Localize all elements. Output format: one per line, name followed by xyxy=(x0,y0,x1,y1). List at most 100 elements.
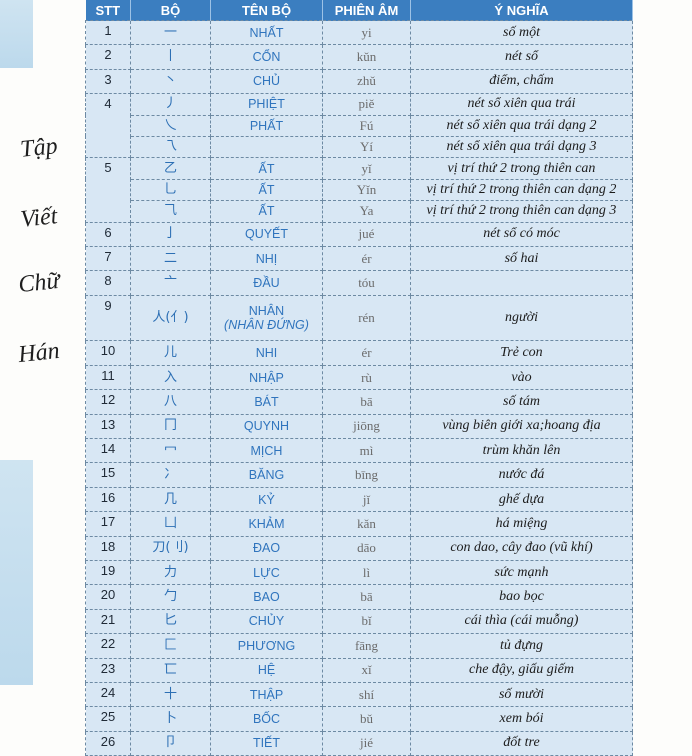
radical: 乀 xyxy=(130,114,211,137)
radical: 勹 xyxy=(130,584,211,610)
row-number: 6 xyxy=(85,221,131,247)
radical-name: NHÂN (NHÂN ĐỨNG) xyxy=(210,294,323,342)
radical: 几 xyxy=(130,486,211,513)
radical-table: STT BỘ TÊN BỘ PHIÊN ÂM Ý NGHĨA 1 一 NHẤT yi số mộ… xyxy=(85,0,633,756)
row-number: 17 xyxy=(85,511,131,537)
pinyin: lì xyxy=(322,559,411,586)
table-row: 7 二 NHỊ ér số hai xyxy=(85,245,633,272)
radical-name: CỔN xyxy=(210,44,323,70)
table-row: 22 匚 PHƯƠNG fāng tủ đựng xyxy=(85,633,633,659)
pinyin: Ya xyxy=(322,200,411,223)
meaning: há miệng xyxy=(410,511,633,537)
radical: 丶 xyxy=(130,68,211,95)
radical: 力 xyxy=(130,559,211,586)
row-number: 9 xyxy=(85,294,131,342)
row-number: 22 xyxy=(85,633,131,659)
pinyin: bā xyxy=(322,584,411,610)
radical-name: CHỦY xyxy=(210,608,323,635)
table-row: 15 冫 BĂNG bīng nước đá xyxy=(85,462,633,488)
pinyin: jiōng xyxy=(322,413,411,440)
table-row: 26 卩 TIẾT jié đốt tre xyxy=(85,730,633,756)
radical: 匚 xyxy=(130,633,211,659)
row-number: 26 xyxy=(85,730,131,756)
meaning: vị trí thứ 2 trong thiên can xyxy=(410,157,633,180)
table-row: 5 乙 ẤT yǐ vị trí thứ 2 trong thiên can xyxy=(85,157,633,223)
radical: 人(亻) xyxy=(130,294,211,342)
pinyin: yǐ xyxy=(322,157,411,180)
radical: 冖 xyxy=(130,438,211,464)
pinyin: bīng xyxy=(322,462,411,488)
radical: 亠 xyxy=(130,270,211,296)
side-strip xyxy=(0,460,33,685)
meaning: số hai xyxy=(410,245,633,272)
radical-name: PHIỆT xyxy=(210,93,323,116)
side-title: Hán xyxy=(17,337,61,369)
pinyin: fāng xyxy=(322,633,411,659)
pinyin: mì xyxy=(322,438,411,464)
meaning xyxy=(410,270,633,296)
side-title: Viết xyxy=(19,203,59,233)
radical-name: NHẬP xyxy=(210,364,323,391)
column-header: PHIÊN ÂM xyxy=(322,0,411,21)
table-row: 2 丨 CỔN kǔn nét sổ xyxy=(85,44,633,70)
table-row: 乀 PHẤT Fú nét sổ xiên qua trái dạng 2 xyxy=(86,114,633,137)
radical-name: PHẤT xyxy=(210,114,323,137)
table-row: 18 刀(刂) ĐAO dāo con dao, cây đao (vũ khí) xyxy=(85,535,633,562)
table-row: 10 儿 NHI ér Trẻ con xyxy=(85,340,633,366)
table-row: 6 亅 QUYẾT jué nét sổ có móc xyxy=(85,221,633,247)
radical-name: HỆ xyxy=(210,657,323,683)
radical-name: PHƯƠNG xyxy=(210,633,323,659)
pinyin: bā xyxy=(322,389,411,415)
table-row: 21 匕 CHỦY bǐ cái thìa (cái muỗng) xyxy=(85,608,633,635)
meaning: vào xyxy=(410,364,633,391)
meaning: đốt tre xyxy=(410,730,633,756)
radical: 丨 xyxy=(130,44,211,70)
meaning: vị trí thứ 2 trong thiên can dạng 3 xyxy=(410,200,633,223)
row-number: 12 xyxy=(85,389,131,415)
radical-name: ẤT xyxy=(210,178,323,202)
pinyin: Yí xyxy=(322,135,411,159)
table-row: 13 冂 QUYNH jiōng vùng biên giới xa;hoang địa xyxy=(85,413,633,440)
column-header: Ý NGHĨA xyxy=(410,0,633,21)
table-row: ⺄ ẤT Ya vị trí thứ 2 trong thiên can dạng 3 xyxy=(86,200,633,223)
pinyin: kǔn xyxy=(322,44,411,70)
pinyin: ér xyxy=(322,245,411,272)
header-row: STT BỘ TÊN BỘ PHIÊN ÂM Ý NGHĨA xyxy=(85,0,633,21)
table-row: 12 八 BÁT bā số tám xyxy=(85,389,633,415)
radical-name: ẤT xyxy=(210,157,323,180)
meaning: số tám xyxy=(410,389,633,415)
meaning: vùng biên giới xa;hoang địa xyxy=(410,413,633,440)
radical-name: ĐẦU xyxy=(210,270,323,296)
pinyin: tóu xyxy=(322,270,411,296)
column-header: TÊN BỘ xyxy=(210,0,323,21)
row-number: 15 xyxy=(85,462,131,488)
radical-name: LỰC xyxy=(210,559,323,586)
radical-name: QUYẾT xyxy=(210,221,323,247)
row-number: 5 xyxy=(85,157,131,223)
side-strip xyxy=(0,0,33,68)
table-row: 4 丿 PHIỆT piě nét sổ xiên qua trái xyxy=(85,93,633,159)
table-row: 20 勹 BAO bā bao bọc xyxy=(85,584,633,610)
radical-name: NHỊ xyxy=(210,245,323,272)
radical: ⺄ xyxy=(130,200,211,223)
radical-name: KỶ xyxy=(210,486,323,513)
radical: 卩 xyxy=(130,730,211,756)
row-number: 4 xyxy=(85,93,131,159)
meaning: nét sổ xiên qua trái dạng 2 xyxy=(410,114,633,137)
pinyin: zhǔ xyxy=(322,68,411,95)
radical-name: BỐC xyxy=(210,706,323,732)
table-row: 1 一 NHẤT yi số một xyxy=(85,19,633,46)
meaning: che đậy, giấu giếm xyxy=(410,657,633,683)
meaning: tủ đựng xyxy=(410,633,633,659)
table-row: 25 卜 BỐC bǔ xem bói xyxy=(85,706,633,732)
radical-name xyxy=(210,135,323,159)
radical-name: NHẤT xyxy=(210,19,323,46)
pinyin: jué xyxy=(322,221,411,247)
row-number: 18 xyxy=(85,535,131,562)
table-row: 9 人(亻) NHÂN (NHÂN ĐỨNG) rén người xyxy=(85,294,633,342)
row-number: 8 xyxy=(85,270,131,296)
meaning: sức mạnh xyxy=(410,559,633,586)
table-row: 23 匸 HỆ xǐ che đậy, giấu giếm xyxy=(85,657,633,683)
pinyin: shí xyxy=(322,681,411,708)
meaning: nước đá xyxy=(410,462,633,488)
